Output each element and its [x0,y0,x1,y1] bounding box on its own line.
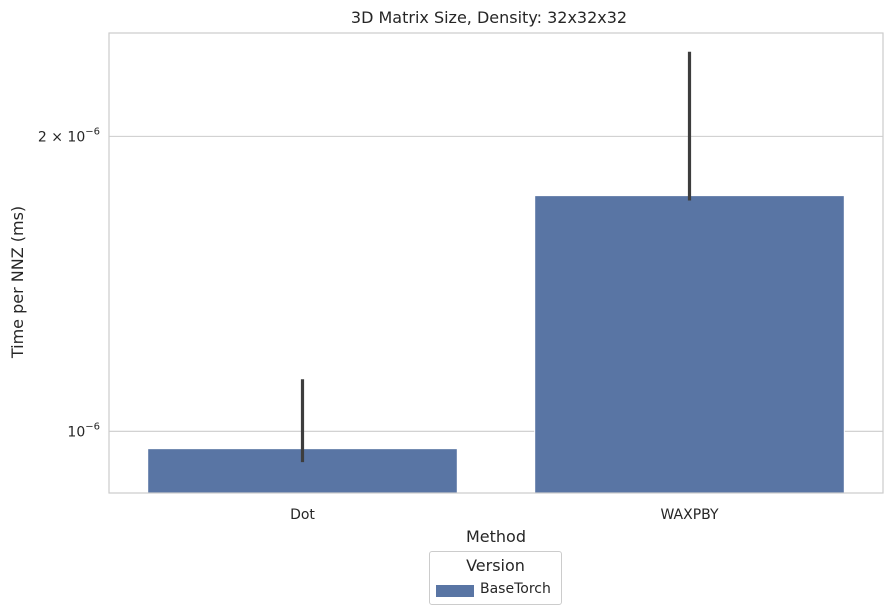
y-axis-ticks: 10−62 × 10−6 [38,126,100,440]
y-tick-label-0: 10−6 [67,421,100,440]
plot-area [108,32,884,494]
x-tick-label-waxpby: WAXPBY [660,507,719,523]
bars [147,195,845,494]
x-axis-label: Method [466,527,526,546]
y-axis-label: Time per NNZ (ms) [8,206,27,359]
y-tick-base-1: 2 × 10 [38,129,85,145]
y-tick-base-0: 10 [67,424,85,440]
legend-label-basetorch: BaseTorch [480,581,551,597]
plot-frame [108,32,884,494]
chart-title: 3D Matrix Size, Density: 32x32x32 [351,8,627,27]
legend-swatch-basetorch [436,585,474,597]
x-axis-ticks: Dot WAXPBY [290,507,719,523]
error-bars [300,51,692,463]
legend: Version BaseTorch [429,551,562,605]
bar-waxpby [534,195,845,494]
y-tick-exp-1: −6 [85,126,100,137]
y-tick-exp-0: −6 [85,421,100,432]
legend-title: Version [466,556,525,575]
x-tick-label-dot: Dot [290,507,315,523]
y-tick-label-1: 2 × 10−6 [38,126,100,145]
